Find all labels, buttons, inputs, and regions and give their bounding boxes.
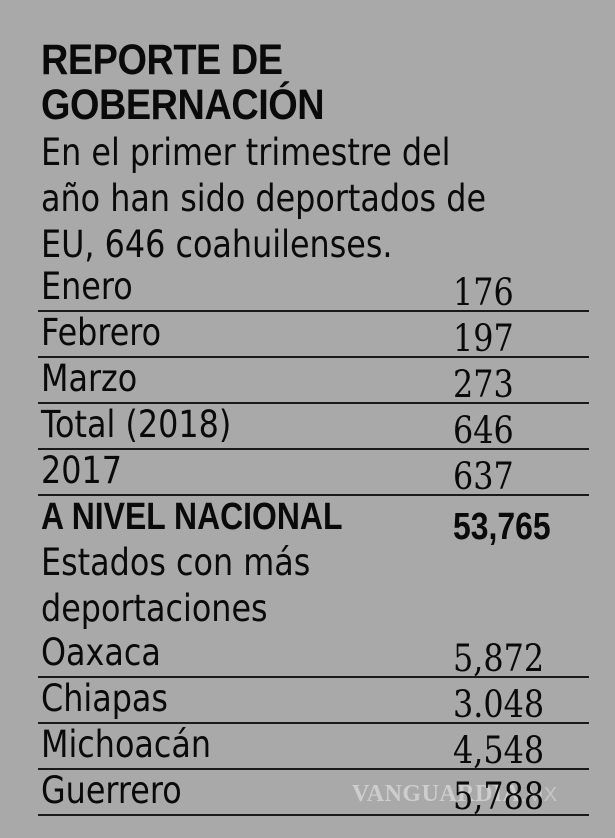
row-value: 3.048 — [453, 683, 545, 726]
row-value: 4,548 — [453, 729, 545, 772]
lead-paragraph: En el primer trimestre del año han sido … — [41, 130, 486, 268]
row-value: 176 — [453, 271, 514, 314]
row-value: 197 — [453, 317, 514, 360]
row-value: 5,788 — [453, 775, 545, 818]
row-label: Oaxaca — [41, 631, 161, 674]
row-label: Febrero — [41, 311, 162, 354]
lead-line-1: En el primer trimestre del — [41, 131, 451, 174]
row-value: 637 — [453, 455, 514, 498]
row-value: 273 — [453, 363, 514, 406]
row-value: 646 — [453, 409, 514, 452]
national-value: 53,765 — [453, 506, 551, 548]
title-line-1: REPORTE DE — [41, 36, 283, 84]
states-heading-line-2: deportaciones — [41, 587, 268, 630]
table-row-chiapas: Chiapas 3.048 — [38, 677, 589, 726]
lead-line-2: año han sido deportados de — [41, 177, 487, 220]
row-label: Marzo — [41, 357, 138, 400]
row-label: 2017 — [41, 449, 122, 492]
table-row-guerrero: Guerrero 5,788 — [38, 769, 589, 818]
table-row-febrero: Febrero 197 — [38, 311, 589, 360]
table-row-2017: 2017 637 — [38, 449, 589, 498]
table-row-marzo: Marzo 273 — [38, 357, 589, 406]
row-label: Enero — [41, 265, 133, 308]
national-total-row: A NIVEL NACIONAL 53,765 — [38, 494, 589, 548]
watermark-brand: VANGUARDIA — [352, 781, 521, 807]
page-title: REPORTE DE GOBERNACIÓN — [41, 36, 325, 129]
national-label: A NIVEL NACIONAL — [41, 496, 343, 538]
title-line-2: GOBERNACIÓN — [41, 81, 325, 129]
row-label: Guerrero — [41, 769, 182, 812]
row-label: Total (2018) — [41, 403, 232, 446]
row-value: 5,872 — [453, 637, 545, 680]
row-label: Michoacán — [41, 723, 212, 766]
row-label: Chiapas — [41, 677, 169, 720]
watermark: VANGUARDIA.MX — [352, 781, 558, 808]
lead-line-3: EU, 646 coahuilenses. — [41, 223, 393, 266]
table-row-total-2018: Total (2018) 646 — [38, 403, 589, 452]
states-heading: Estados con más deportaciones — [41, 540, 310, 632]
states-heading-line-1: Estados con más — [41, 541, 311, 584]
table-row-enero: Enero 176 — [38, 265, 589, 314]
table-row-michoacan: Michoacán 4,548 — [38, 723, 589, 772]
watermark-suffix: .MX — [520, 784, 558, 806]
table-row-oaxaca: Oaxaca 5,872 — [38, 631, 589, 680]
